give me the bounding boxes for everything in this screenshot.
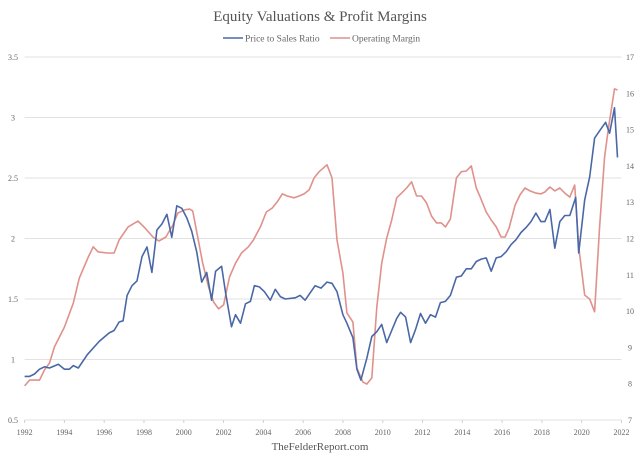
x-tick-label: 2006: [295, 428, 311, 437]
x-tick-label: 2016: [494, 428, 510, 437]
y-right-tick-label: 14: [626, 162, 634, 171]
gridlines: [24, 56, 622, 421]
y-right-tick-label: 11: [626, 271, 634, 280]
y-right-tick-label: 10: [626, 307, 634, 316]
series-line-price-to-sales-ratio: [24, 107, 619, 381]
y-right-tick-label: 17: [626, 53, 634, 62]
series-lines: [23, 88, 619, 387]
series-line-operating-margin: [23, 88, 618, 387]
legend: Price to Sales Ratio Operating Margin: [223, 35, 420, 45]
legend-label-operating-margin: Operating Margin: [352, 35, 420, 45]
y-right-tick-label: 13: [626, 198, 634, 207]
y-right-tick-label: 15: [626, 126, 634, 135]
y-left-tick-label: 2: [11, 235, 15, 244]
x-tick-label: 2010: [375, 428, 391, 437]
x-tick-label: 2022: [614, 428, 630, 437]
x-tick-label: 2020: [574, 428, 590, 437]
y-left-tick-label: 3.5: [8, 53, 18, 62]
x-tick-label: 2018: [534, 428, 550, 437]
y-axis-right: 7 8 9 10 11 12 13 14 15 16 17: [626, 53, 634, 425]
y-left-tick-label: 2.5: [8, 174, 18, 183]
y-left-tick-label: 0.5: [8, 416, 18, 425]
source-credit: TheFelderReport.com: [272, 441, 369, 453]
x-tick-label: 2002: [216, 428, 232, 437]
x-tick-label: 2004: [255, 428, 271, 437]
x-axis: 1992 1994 1996 1998 2000 2002 2004 2006 2008 2010…: [17, 420, 630, 437]
x-tick-label: 2008: [335, 428, 351, 437]
y-left-tick-label: 1.5: [8, 295, 18, 304]
y-right-tick-label: 16: [626, 89, 634, 98]
x-tick-label: 2014: [454, 428, 470, 437]
x-tick-label: 1994: [56, 428, 72, 437]
y-right-tick-label: 8: [628, 380, 632, 389]
y-left-tick-label: 3: [11, 114, 15, 123]
x-tick-label: 1996: [96, 428, 112, 437]
chart-title: Equity Valuations & Profit Margins: [213, 9, 427, 25]
x-tick-label: 1998: [136, 428, 152, 437]
x-tick-label: 1992: [17, 428, 33, 437]
y-axis-left: 0.5 1 1.5 2 2.5 3 3.5: [8, 53, 18, 425]
x-tick-label: 2012: [415, 428, 431, 437]
legend-label-price-to-sales: Price to Sales Ratio: [245, 35, 320, 45]
y-left-tick-label: 1: [11, 356, 15, 365]
y-right-tick-label: 12: [626, 235, 634, 244]
y-right-tick-label: 7: [628, 416, 632, 425]
x-tick-label: 2000: [176, 428, 192, 437]
y-right-tick-label: 9: [628, 343, 632, 352]
